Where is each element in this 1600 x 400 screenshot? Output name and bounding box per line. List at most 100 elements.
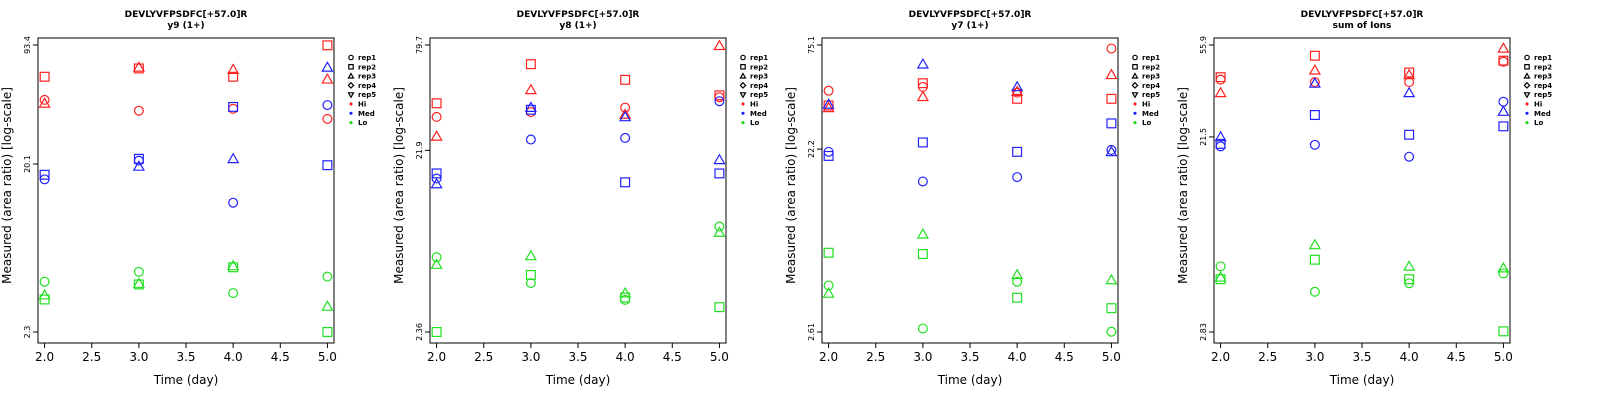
data-point (1497, 261, 1510, 273)
x-tick-label: 2.5 (1258, 350, 1277, 364)
x-tick-label: 5.0 (318, 350, 337, 364)
legend-label: rep3 (1534, 73, 1552, 81)
data-point (39, 94, 50, 105)
data-point (1498, 96, 1509, 107)
chart-subtitle: sum of Ions (1333, 21, 1392, 31)
data-point (1215, 72, 1226, 83)
data-point (321, 73, 334, 84)
legend-label: rep5 (1142, 91, 1160, 99)
x-tick-label: 2.0 (1211, 350, 1230, 364)
data-point (1105, 145, 1118, 157)
legend-marker (347, 92, 355, 99)
data-point (38, 288, 51, 300)
x-tick-label: 4.0 (1008, 350, 1027, 364)
y-tick-label: 20.1 (23, 155, 32, 173)
legend-label: Lo (1534, 119, 1543, 127)
data-point (1106, 93, 1117, 104)
data-point (1215, 138, 1226, 149)
data-point (322, 113, 333, 124)
legend-marker (349, 121, 353, 125)
chart-title: DEVLYVFPSDFC[+57.0]R (125, 10, 248, 20)
data-point (1403, 86, 1416, 98)
legend-label: rep3 (358, 73, 376, 81)
data-point (714, 90, 725, 101)
legend-label: rep2 (1534, 63, 1552, 71)
x-tick-label: 3.0 (521, 350, 540, 364)
data-point (1404, 67, 1415, 78)
data-point (714, 168, 725, 179)
data-point (620, 74, 631, 85)
data-point (228, 288, 239, 299)
data-point (431, 98, 442, 109)
data-point (917, 137, 928, 148)
x-tick-label: 2.5 (82, 350, 101, 364)
chart-subtitle: y7 (1+) (951, 21, 988, 31)
data-point (133, 63, 144, 74)
chart-subtitle: y8 (1+) (559, 21, 596, 31)
data-point (39, 71, 50, 82)
chart-panel: DEVLYVFPSDFC[+57.0]Ry9 (1+) 2.0 2.5 3.0 3.5 4… (0, 10, 376, 387)
data-point (823, 280, 834, 291)
data-point (713, 39, 726, 51)
chart-title: DEVLYVFPSDFC[+57.0]R (517, 10, 640, 20)
data-point (322, 271, 333, 282)
data-point (1498, 268, 1509, 279)
legend-marker (740, 63, 746, 70)
legend-label: Med (750, 110, 767, 118)
legend-marker (1523, 81, 1531, 89)
legend-marker (347, 81, 355, 89)
x-tick-label: 3.5 (1352, 350, 1371, 364)
x-tick-label: 4.5 (271, 350, 290, 364)
legend-marker (1525, 111, 1529, 115)
legend-label: rep1 (750, 54, 768, 62)
data-point (228, 101, 239, 112)
data-point (823, 100, 834, 111)
data-point (133, 266, 144, 277)
legend-label: Med (1142, 110, 1159, 118)
data-point (713, 153, 726, 165)
data-point (619, 286, 632, 298)
legend-marker (741, 111, 745, 115)
y-tick-label: 79.7 (415, 36, 424, 54)
data-point (1309, 254, 1320, 265)
y-axis-label: Measured (area ratio) [log-scale] (1176, 87, 1190, 284)
legend-label: Lo (750, 119, 759, 127)
data-point (525, 269, 536, 280)
x-tick-label: 3.5 (176, 350, 195, 364)
plot-frame (37, 37, 335, 344)
data-point (1403, 260, 1416, 271)
legend-marker (1133, 102, 1137, 106)
data-point (1106, 43, 1117, 54)
data-point (1012, 87, 1023, 98)
data-point (1309, 286, 1320, 297)
legend-marker (1132, 54, 1138, 61)
legend-marker (347, 72, 355, 79)
plot-frame (429, 37, 727, 344)
chart-panel: DEVLYVFPSDFC[+57.0]Ry8 (1+) 2.0 2.5 3.0 3.5 4… (392, 10, 768, 387)
x-tick-label: 2.5 (866, 350, 885, 364)
x-tick-label: 2.0 (427, 350, 446, 364)
y-tick-label: 2.36 (415, 323, 424, 341)
y-axis-label: Measured (area ratio) [log-scale] (392, 87, 406, 284)
legend-marker (741, 102, 745, 106)
data-point (714, 221, 725, 232)
data-point (1215, 141, 1226, 152)
data-point (1498, 326, 1509, 337)
x-tick-label: 3.0 (913, 350, 932, 364)
data-point (1215, 261, 1226, 272)
y-tick-label: 21.5 (1199, 128, 1208, 146)
x-tick-label: 5.0 (1102, 350, 1121, 364)
x-tick-label: 4.5 (1055, 350, 1074, 364)
data-point (525, 278, 536, 289)
data-point (525, 59, 536, 70)
legend-marker (1131, 81, 1139, 89)
data-point (1497, 105, 1510, 116)
data-point (917, 249, 928, 260)
data-point (39, 169, 50, 180)
data-point (1012, 93, 1023, 104)
legend-label: rep4 (358, 82, 376, 90)
legend-label: rep4 (1534, 82, 1552, 90)
data-point (431, 173, 442, 184)
data-point (430, 177, 443, 189)
